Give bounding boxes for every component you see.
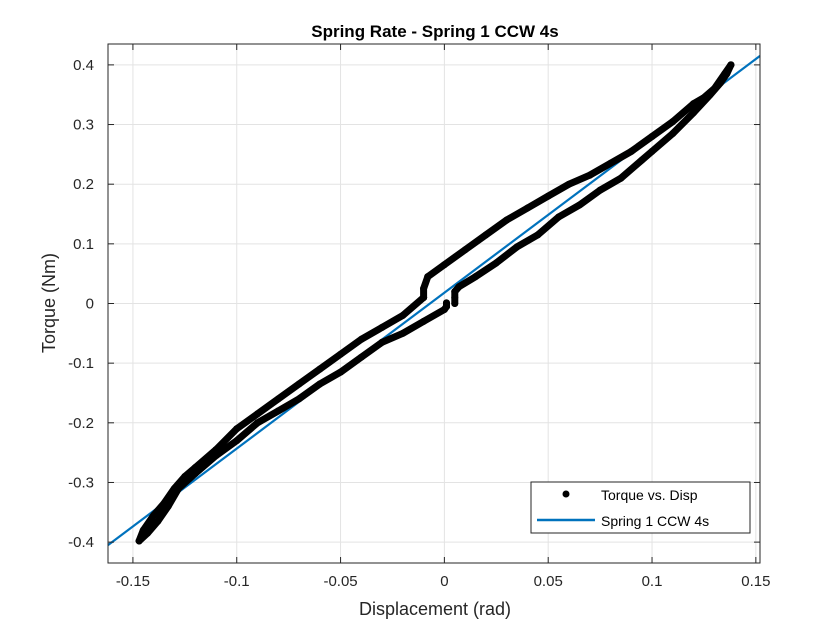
chart-title: Spring Rate - Spring 1 CCW 4s [311,22,558,41]
data-point [586,171,594,179]
data-point [544,192,552,200]
data-point [337,350,345,358]
data-point [274,395,282,403]
data-point [472,273,480,281]
data-point [648,147,656,155]
data-point [669,118,677,126]
data-point [461,246,469,254]
y-tick-label: -0.1 [68,355,94,372]
legend: Torque vs. Disp Spring 1 CCW 4s [530,481,751,534]
data-point [721,70,729,78]
data-point [175,484,183,492]
data-point [233,425,241,433]
x-tick-label: 0 [440,573,448,590]
data-point [399,329,407,337]
data-point [575,201,583,209]
data-point [274,407,282,415]
data-point [143,529,151,537]
data-point [357,353,365,361]
data-point [617,174,625,182]
y-axis-label: Torque (Nm) [39,253,59,353]
y-tick-label: 0.1 [73,236,94,253]
data-point [555,213,563,221]
legend-label-torque: Torque vs. Disp [601,487,698,503]
data-point [503,216,511,224]
x-tick-label: 0.05 [534,573,563,590]
data-point [513,243,521,251]
y-tick-label: -0.4 [68,534,94,551]
x-tick-label: 0.1 [642,573,663,590]
data-point [455,283,463,291]
data-point [523,204,531,212]
data-point [700,94,708,102]
data-point [669,129,677,137]
data-point [627,147,635,155]
data-point [534,231,542,239]
legend-marker-torque [562,490,570,498]
data-point [424,273,432,281]
data-point [154,517,162,525]
data-point [135,537,143,545]
data-point [233,437,241,445]
data-point [316,365,324,373]
data-point [399,311,407,319]
data-point [482,231,490,239]
x-axis-label: Displacement (rad) [359,599,511,619]
data-point [690,109,698,117]
data-point [451,300,459,307]
data-point [378,323,386,331]
data-point [565,180,573,188]
data-point [295,395,303,403]
tick-labels: -0.15 -0.1 -0.05 0 0.05 0.1 0.15 -0.4 -0.3 -0.2 -0… [68,57,770,590]
data-point [337,368,345,376]
data-point [316,380,324,388]
legend-box [530,481,751,534]
data-point [690,100,698,108]
y-tick-label: -0.2 [68,415,94,432]
y-tick-label: -0.3 [68,474,94,491]
data-point [451,288,459,296]
data-point [727,61,735,69]
y-tick-label: 0.4 [73,57,94,74]
data-point [150,511,158,519]
data-point [440,261,448,269]
data-point [420,294,428,302]
x-tick-label: 0.15 [741,573,770,590]
data-point [254,419,262,427]
data-point [420,317,428,325]
y-tick-label: 0.3 [73,117,94,134]
legend-label-spring: Spring 1 CCW 4s [601,513,709,529]
data-point [254,410,262,418]
data-point [451,294,459,302]
y-tick-label: 0 [86,296,94,313]
data-point [357,335,365,343]
x-tick-label: -0.05 [323,573,357,590]
data-point [442,302,450,310]
x-tick-label: -0.1 [224,573,250,590]
data-point [191,470,199,478]
axes [107,43,761,564]
data-point [164,502,172,510]
data-point [648,132,656,140]
data-layer [107,55,761,546]
y-tick-label: 0.2 [73,176,94,193]
data-point [492,259,500,267]
data-point [420,285,428,293]
x-tick-label: -0.15 [116,573,150,590]
data-point [606,159,614,167]
data-point [295,380,303,388]
data-point [378,338,386,346]
data-point [596,186,604,194]
data-point [212,452,220,460]
data-point [710,85,718,93]
data-point [638,156,646,164]
